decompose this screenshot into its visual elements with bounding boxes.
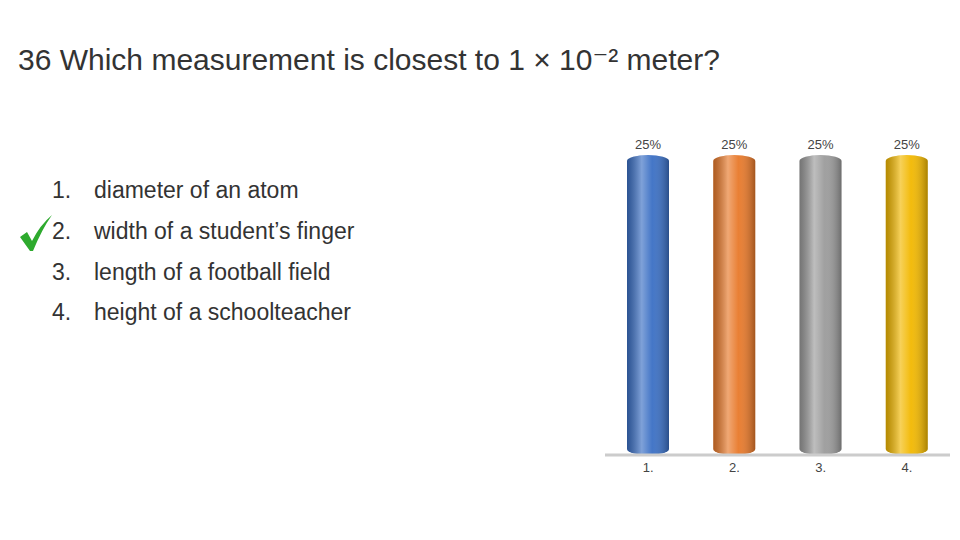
svg-text:3.: 3. (815, 460, 826, 475)
svg-text:1.: 1. (643, 460, 654, 475)
svg-text:25%: 25% (635, 137, 661, 152)
html-text:height of a schoolteacher: height of a schoolteacher (94, 299, 351, 325)
svg-text:25%: 25% (721, 137, 747, 152)
svg-text:4.: 4. (901, 460, 912, 475)
svg-text:25%: 25% (807, 137, 833, 152)
html-text:1.: 1. (52, 177, 72, 203)
html-text:2.: 2. (52, 218, 72, 244)
svg-text:2.: 2. (729, 460, 740, 475)
html-text:3.: 3. (52, 259, 72, 285)
svg-text:25%: 25% (894, 137, 920, 152)
html-text:width of a student’s finger: width of a student’s finger (94, 218, 355, 244)
html-text:length of a football field: length of a football field (94, 259, 331, 285)
html-text:36 Which measurement is closes: 36 Which measurement is closest to 1 × 1… (18, 43, 720, 76)
html-text:diameter of an atom: diameter of an atom (94, 177, 299, 203)
html-text:4.: 4. (52, 299, 72, 325)
